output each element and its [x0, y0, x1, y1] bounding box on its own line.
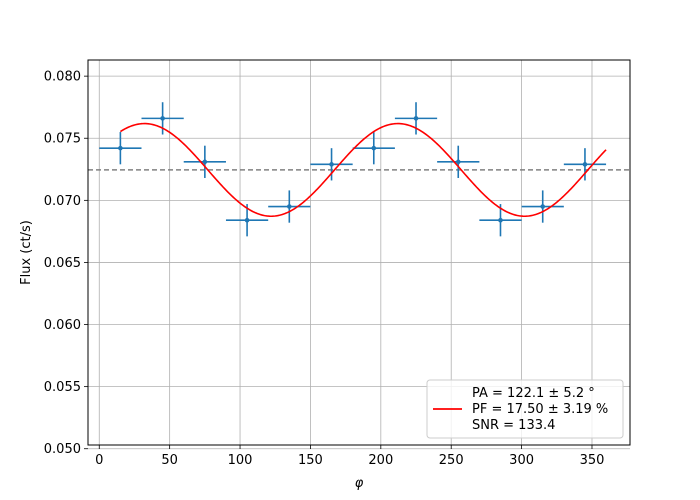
x-tick-label: 200 — [368, 453, 393, 468]
data-point — [310, 148, 353, 181]
x-tick-label: 250 — [439, 453, 464, 468]
data-marker — [329, 162, 334, 167]
y-axis-ticks: 0.050 0.055 0.060 0.065 0.070 0.075 0.080 — [44, 70, 88, 457]
x-tick-label: 300 — [509, 453, 534, 468]
data-marker — [371, 145, 377, 151]
data-point — [563, 148, 607, 181]
y-tick-label: 0.080 — [44, 70, 81, 85]
data-point — [183, 145, 226, 178]
legend: PA = 122.1 ± 5.2 ° PF = 17.50 ± 3.19 % S… — [426, 379, 624, 439]
y-tick-label: 0.075 — [44, 132, 81, 147]
data-point — [141, 102, 184, 135]
y-tick-label: 0.050 — [44, 442, 81, 457]
y-tick-label: 0.065 — [44, 256, 81, 271]
data-point — [479, 204, 522, 237]
data-point — [99, 132, 142, 165]
x-tick-label: 0 — [95, 453, 103, 468]
y-tick-label: 0.055 — [44, 380, 81, 395]
data-marker — [540, 204, 546, 209]
data-marker — [498, 217, 503, 223]
data-marker — [287, 204, 292, 209]
x-axis-ticks: 0 50 100 150 200 250 300 350 — [95, 445, 604, 468]
data-marker — [118, 145, 123, 151]
plot-frame — [87, 59, 631, 446]
y-axis-label: Flux (ct/s) — [19, 220, 34, 285]
x-axis-label: φ — [355, 476, 364, 491]
data-point — [437, 145, 480, 178]
data-point — [394, 102, 438, 135]
data-point — [225, 204, 269, 237]
y-tick-label: 0.060 — [44, 318, 81, 333]
data-marker — [582, 162, 588, 167]
data-marker — [244, 217, 250, 223]
data-marker — [160, 116, 165, 121]
legend-box — [426, 379, 624, 439]
data-marker — [413, 116, 419, 121]
x-tick-label: 350 — [580, 453, 605, 468]
data-marker — [202, 159, 208, 165]
x-tick-label: 150 — [298, 453, 323, 468]
legend-pf-label: PF = 17.50 ± 3.19 % — [472, 402, 608, 417]
legend-pa-label: PA = 122.1 ± 5.2 ° — [472, 386, 595, 401]
data-marker — [455, 159, 461, 165]
data-point — [352, 132, 395, 165]
y-tick-label: 0.070 — [44, 194, 81, 209]
model-curve — [119, 122, 607, 218]
grid — [88, 60, 630, 450]
x-tick-label: 50 — [161, 453, 178, 468]
data-point — [268, 190, 311, 223]
data-point — [521, 190, 564, 223]
x-tick-label: 100 — [228, 453, 253, 468]
legend-snr-label: SNR = 133.4 — [472, 418, 555, 433]
data-points — [99, 102, 607, 237]
